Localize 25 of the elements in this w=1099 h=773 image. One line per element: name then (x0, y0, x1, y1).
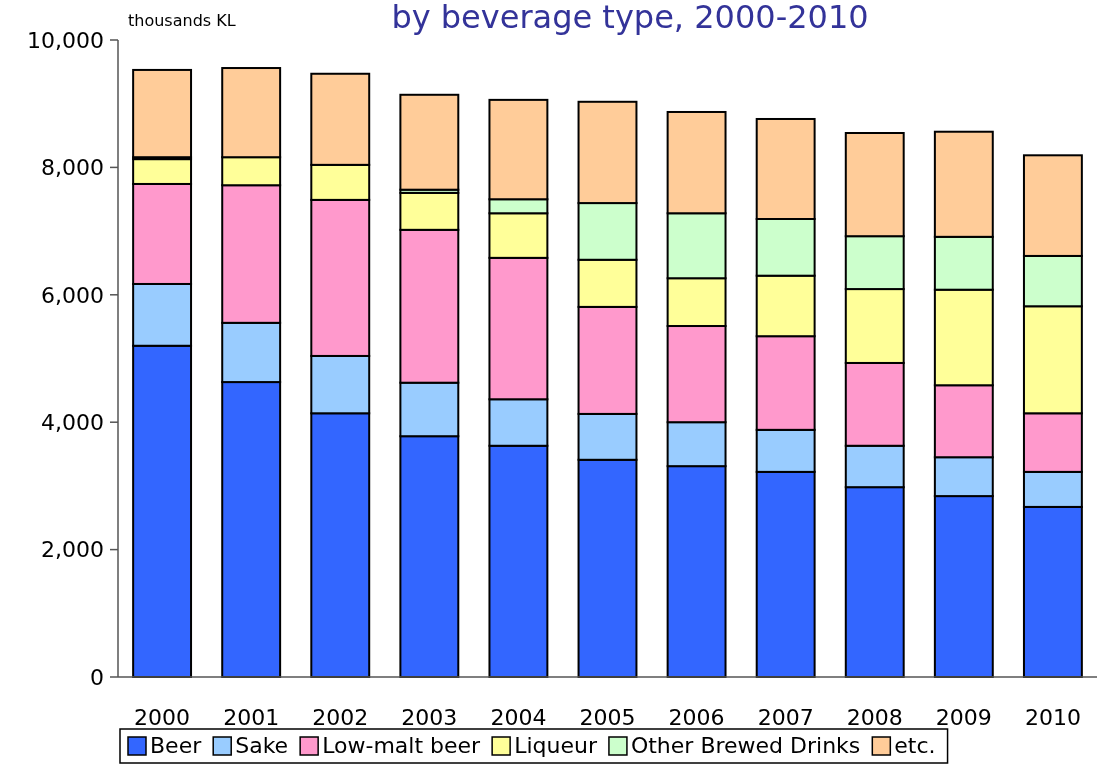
y-tick-label: 0 (90, 664, 104, 690)
legend-label: Other Brewed Drinks (630, 733, 861, 758)
y-tick-label: 10,000 (27, 27, 104, 53)
x-tick-label: 2008 (846, 705, 903, 730)
legend-label: Liqueur (514, 733, 598, 758)
legend-label: Beer (150, 733, 203, 758)
legend-label: etc. (894, 733, 936, 758)
x-tick-label: 2009 (935, 705, 992, 730)
x-tick-label: 2004 (490, 705, 547, 730)
legend-label: Sake (235, 733, 289, 758)
x-tick-label: 2007 (757, 705, 814, 730)
y-tick-label: 6,000 (41, 282, 104, 308)
chart-title: by beverage type, 2000-2010 (391, 0, 869, 36)
x-tick-label: 2010 (1024, 705, 1081, 730)
x-tick-label: 2006 (668, 705, 725, 730)
legend-label: Low-malt beer (322, 733, 482, 758)
y-tick-label: 8,000 (41, 155, 104, 181)
x-tick-label: 2001 (223, 705, 280, 730)
y-tick-label: 4,000 (41, 409, 104, 435)
x-tick-label: 2002 (312, 705, 369, 730)
y-tick-label: 2,000 (41, 537, 104, 563)
x-tick-label: 2003 (401, 705, 458, 730)
x-tick-label: 2000 (134, 705, 191, 730)
x-tick-label: 2005 (579, 705, 636, 730)
y-axis-title: thousands KL (128, 11, 236, 30)
